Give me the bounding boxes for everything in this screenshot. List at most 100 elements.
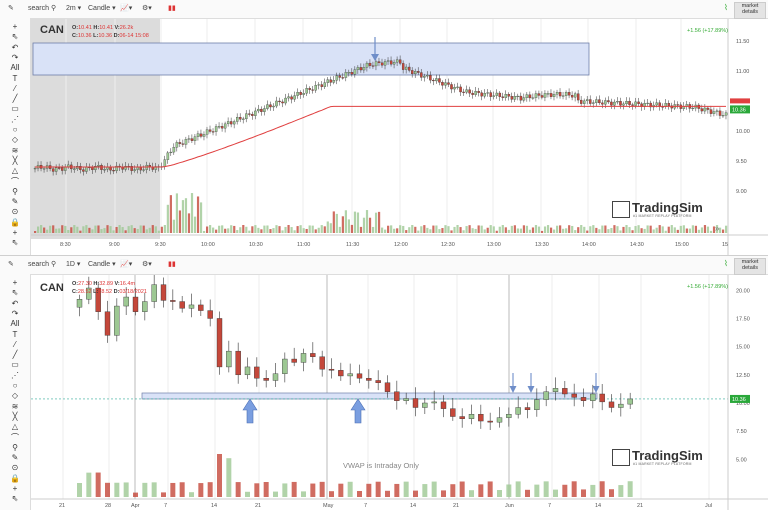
candle[interactable]	[226, 350, 232, 368]
candle[interactable]	[133, 169, 136, 171]
candle[interactable]	[404, 66, 408, 70]
candle[interactable]	[392, 62, 396, 65]
trendline-tool-icon[interactable]: T	[12, 329, 18, 339]
candle[interactable]	[459, 416, 465, 419]
candle[interactable]	[311, 89, 314, 91]
candle[interactable]	[506, 414, 512, 418]
measure-tool-icon[interactable]: ◇	[11, 391, 19, 401]
candle[interactable]	[422, 402, 428, 408]
candle[interactable]	[431, 401, 437, 404]
candle[interactable]	[543, 391, 549, 400]
candle[interactable]	[79, 166, 82, 170]
candle[interactable]	[622, 103, 625, 106]
candle[interactable]	[676, 104, 680, 106]
candle[interactable]	[319, 356, 325, 370]
candle[interactable]	[229, 121, 233, 125]
candle[interactable]	[347, 373, 353, 377]
candle[interactable]	[114, 305, 120, 336]
candle[interactable]	[561, 95, 565, 97]
candle[interactable]	[260, 108, 263, 112]
bar-chart-icon[interactable]: ▮▮	[168, 261, 176, 268]
candle[interactable]	[552, 94, 556, 97]
redo-tool-icon[interactable]: ↶	[11, 298, 19, 308]
candle[interactable]	[426, 75, 429, 77]
candle[interactable]	[562, 388, 568, 395]
candle[interactable]	[525, 94, 529, 98]
candle[interactable]	[592, 102, 595, 104]
candle[interactable]	[555, 92, 559, 95]
candle[interactable]	[417, 71, 420, 73]
candle[interactable]	[510, 96, 514, 100]
candle[interactable]	[236, 117, 239, 122]
candle[interactable]	[435, 78, 438, 82]
candle[interactable]	[558, 92, 562, 97]
candle[interactable]	[175, 142, 179, 148]
candle[interactable]	[82, 169, 85, 172]
trendline-tool-icon[interactable]: T	[12, 73, 18, 83]
candle[interactable]	[124, 165, 127, 170]
candle[interactable]	[103, 169, 106, 171]
candle[interactable]	[223, 123, 227, 129]
candle[interactable]	[531, 97, 535, 99]
candle[interactable]	[245, 113, 248, 120]
candle[interactable]	[115, 165, 118, 171]
candle[interactable]	[377, 61, 381, 63]
candle[interactable]	[323, 82, 327, 87]
candle[interactable]	[507, 94, 511, 97]
ray-tool-icon[interactable]: ⁄	[14, 83, 16, 93]
candle[interactable]	[384, 382, 391, 392]
pattern-tool-icon[interactable]: ○	[12, 125, 18, 134]
candle[interactable]	[570, 95, 574, 98]
candle[interactable]	[567, 92, 571, 96]
undo-tool-icon[interactable]: ⇖	[11, 288, 19, 298]
pencil-icon[interactable]: ✎	[8, 261, 14, 268]
interval-selector[interactable]: 2m ▾	[66, 5, 82, 12]
candle[interactable]	[519, 95, 523, 101]
candle[interactable]	[97, 165, 100, 167]
candle[interactable]	[347, 72, 351, 74]
candle[interactable]	[232, 121, 236, 125]
candle[interactable]	[202, 134, 206, 137]
candle[interactable]	[54, 167, 58, 172]
candle[interactable]	[513, 96, 517, 100]
channel-tool-icon[interactable]: ╱	[12, 350, 18, 360]
candle[interactable]	[706, 107, 710, 110]
candle[interactable]	[546, 93, 550, 95]
candle[interactable]	[335, 75, 339, 81]
candle[interactable]	[132, 296, 139, 312]
candle[interactable]	[625, 101, 628, 105]
candle[interactable]	[287, 96, 290, 99]
candle[interactable]	[613, 101, 616, 106]
candle[interactable]	[586, 99, 589, 102]
gear-icon[interactable]: ⚙▾	[142, 261, 152, 268]
candle[interactable]	[329, 79, 333, 83]
candle[interactable]	[700, 108, 704, 112]
redo-tool-icon[interactable]: ⚲	[12, 186, 18, 196]
trendline-tool-icon[interactable]: 🔒	[10, 217, 20, 227]
candle[interactable]	[414, 71, 417, 75]
paperclip-icon[interactable]: ⌇	[724, 259, 728, 268]
all-tools-icon[interactable]: ↷	[11, 52, 19, 62]
candle[interactable]	[580, 397, 587, 401]
candle[interactable]	[51, 168, 55, 172]
candle[interactable]	[205, 129, 209, 135]
candle[interactable]	[181, 143, 185, 145]
candle[interactable]	[453, 87, 456, 90]
candle[interactable]	[282, 358, 288, 374]
all-tools-icon[interactable]: ↷	[11, 308, 19, 318]
candle[interactable]	[248, 113, 251, 115]
candle[interactable]	[217, 126, 221, 128]
candle[interactable]	[91, 167, 94, 170]
candle[interactable]	[328, 368, 335, 371]
magnet-tool-icon[interactable]: ╳	[12, 411, 18, 421]
candle[interactable]	[628, 101, 631, 105]
candle[interactable]	[179, 301, 185, 309]
candle[interactable]	[187, 138, 191, 140]
candle[interactable]	[112, 170, 115, 172]
candle[interactable]	[383, 61, 387, 66]
candle[interactable]	[130, 166, 133, 171]
candle[interactable]	[314, 85, 317, 91]
candle[interactable]	[655, 102, 658, 106]
shape-tool-icon[interactable]: ⋰	[11, 370, 19, 380]
candle[interactable]	[272, 105, 275, 108]
